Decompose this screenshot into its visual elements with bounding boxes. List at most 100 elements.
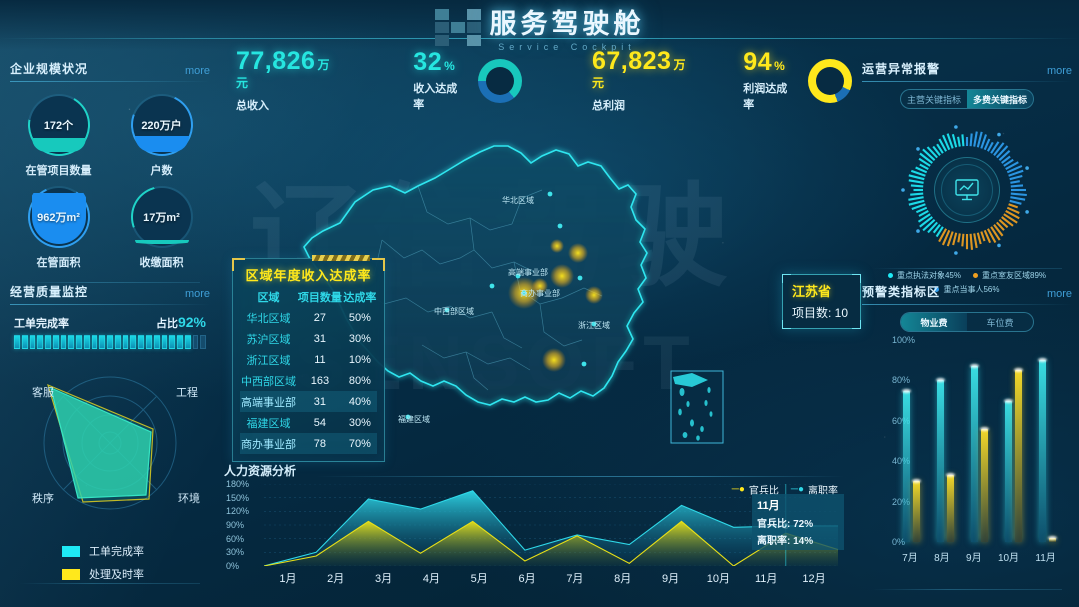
- progress-segment: [138, 335, 145, 349]
- gauge-value: 172个: [43, 120, 74, 132]
- legend-item[interactable]: 重点执法对象45%: [887, 270, 961, 281]
- table-cell: 苏沪区域: [246, 333, 291, 346]
- tooltip-province: 江苏省: [792, 284, 832, 299]
- legend-label: 重点当事人56%: [943, 285, 1000, 294]
- progress-label: 工单完成率: [14, 318, 69, 330]
- progress-segment: [107, 335, 113, 349]
- corner-decor: [372, 258, 385, 271]
- more-link[interactable]: more: [1046, 288, 1072, 300]
- legend-marker-icon: ─●: [731, 484, 745, 495]
- bar-group[interactable]: [1038, 340, 1056, 542]
- page-subtitle: Service Cockpit: [498, 42, 636, 52]
- legend-item[interactable]: ─● 官兵比: [732, 482, 779, 497]
- radar-series-1: [50, 386, 152, 499]
- axis-tick-label: 6月: [518, 573, 536, 585]
- bar[interactable]: [902, 390, 910, 542]
- bar[interactable]: [936, 380, 944, 542]
- corner-decor: [852, 274, 862, 283]
- hazard-stripe-decor: [312, 255, 370, 261]
- progress-segment: [21, 335, 28, 349]
- table-row[interactable]: 中西部区域 163 80%: [240, 370, 377, 391]
- kpi-value: 94: [743, 48, 773, 76]
- tooltip-metric: 项目数: 10: [792, 306, 849, 320]
- gauge-collected-area[interactable]: 17万m² 收缴面积: [113, 186, 210, 270]
- axis-tick-label: 80%: [892, 375, 911, 386]
- bar[interactable]: [1014, 370, 1022, 542]
- map-city-dots: [405, 191, 597, 420]
- legend-item[interactable]: 处理及时率: [62, 566, 144, 582]
- more-link[interactable]: more: [184, 65, 210, 77]
- hr-area-svg: [263, 483, 839, 567]
- panel-rule: [316, 476, 844, 477]
- legend-item[interactable]: 重点当事人56%: [934, 284, 1000, 295]
- bar[interactable]: [1004, 400, 1012, 542]
- gauge-managed-projects[interactable]: 172个 在管项目数量: [10, 94, 107, 178]
- page-title: 服务驾驶舱: [489, 9, 645, 39]
- gauge-liquid: [134, 135, 189, 152]
- progress-segment: [192, 335, 199, 349]
- legend-item[interactable]: 工单完成率: [62, 543, 144, 559]
- table-cell: 浙江区域: [246, 354, 291, 367]
- table-row[interactable]: 华北区域 27 50%: [240, 307, 377, 328]
- map-inset-islands[interactable]: [670, 370, 724, 444]
- map-tooltip: 江苏省 项目数: 10: [782, 274, 862, 329]
- bar[interactable]: [970, 366, 978, 542]
- tab-parking-fee[interactable]: 车位费: [986, 317, 1014, 328]
- corner-decor: [782, 320, 791, 329]
- tab-property-fee[interactable]: 物业费: [901, 313, 967, 331]
- tab-main-indicators[interactable]: 主营关键指标: [906, 94, 961, 105]
- bar[interactable]: [946, 475, 954, 542]
- table-row[interactable]: 苏沪区域 31 30%: [240, 328, 377, 349]
- bar-group[interactable]: [936, 340, 954, 542]
- axis-tick-label: 4月: [422, 573, 440, 585]
- legend-dot-icon: [973, 273, 978, 278]
- kpi-label: 总利润: [592, 100, 625, 112]
- gauge-liquid: [134, 240, 189, 244]
- table-row[interactable]: 高端事业部 31 40%: [240, 391, 377, 412]
- more-link[interactable]: more: [184, 288, 210, 300]
- axis-tick-label: 2月: [327, 573, 345, 585]
- gauge-value: 17万m²: [143, 212, 180, 224]
- bar-group[interactable]: [970, 340, 988, 542]
- legend-label: 重点执法对象45%: [896, 271, 961, 280]
- hr-plot-area[interactable]: [263, 483, 839, 567]
- region-revenue-table[interactable]: 区域年度收入达成率 区域 项目数量 达成率 华北区域 27 50% 苏沪区域 31 30%…: [232, 255, 385, 462]
- legend-label: 处理及时率: [89, 569, 144, 581]
- tab-multi-indicators[interactable]: 多费关键指标: [967, 90, 1033, 108]
- map-label-huabei: 华北区域: [502, 195, 534, 205]
- radar-chart[interactable]: 客服 工程 环境 秩序: [10, 359, 210, 537]
- panel-title: 人力资源分析: [224, 464, 297, 478]
- kpi-unit: 万元: [592, 58, 686, 90]
- col-header: 达成率: [343, 292, 377, 304]
- table-row[interactable]: 浙江区域 11 10%: [240, 349, 377, 370]
- bar[interactable]: [1038, 360, 1046, 542]
- more-link[interactable]: more: [1046, 65, 1072, 77]
- table-row[interactable]: 商办事业部 78 70%: [240, 433, 377, 454]
- bar-group[interactable]: [1004, 340, 1022, 542]
- axis-tick-label: 11月: [1035, 553, 1056, 564]
- legend-item[interactable]: 重点室友区域89%: [973, 270, 1046, 281]
- table-cell: 11: [314, 353, 326, 366]
- gauge-households[interactable]: 220万户 户数: [113, 94, 210, 178]
- warning-bar-chart[interactable]: 0% 20% 40% 60% 80% 100% 7月 8月 9月 10月 11月: [862, 335, 1072, 568]
- legend-item[interactable]: ─● 离职率: [791, 482, 838, 497]
- table-cell: 40%: [342, 391, 377, 412]
- bar-group[interactable]: [902, 340, 920, 542]
- table-cell: 华北区域: [246, 312, 291, 325]
- axis-tick-label: 5月: [470, 573, 488, 585]
- gauge-managed-area[interactable]: 962万m² 在管面积: [10, 186, 107, 270]
- axis-tick-label: 120%: [226, 506, 250, 517]
- bar[interactable]: [980, 428, 988, 542]
- axis-tick-label: 7月: [566, 573, 584, 585]
- hr-tooltip: 11月 官兵比: 72% 离职率: 14%: [752, 494, 844, 550]
- legend-label: 官兵比: [748, 486, 779, 497]
- table-cell: 30%: [348, 416, 371, 429]
- bar[interactable]: [1048, 537, 1056, 542]
- map-heat-points: [508, 239, 603, 372]
- alerts-radial-chart[interactable]: [892, 115, 1042, 265]
- table-cell: 54: [313, 416, 327, 429]
- bar[interactable]: [912, 481, 920, 542]
- table-cell: 163: [310, 374, 330, 387]
- axis-tick-label: 11月: [754, 573, 778, 585]
- table-row[interactable]: 福建区域 54 30%: [240, 412, 377, 433]
